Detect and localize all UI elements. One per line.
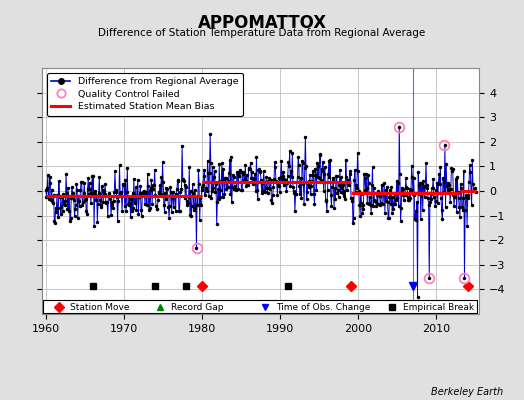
FancyBboxPatch shape [43,300,477,313]
Text: Empirical Break: Empirical Break [403,303,474,312]
Text: Difference of Station Temperature Data from Regional Average: Difference of Station Temperature Data f… [99,28,425,38]
Legend: Difference from Regional Average, Quality Control Failed, Estimated Station Mean: Difference from Regional Average, Qualit… [47,73,243,116]
Text: Time of Obs. Change: Time of Obs. Change [276,303,370,312]
Text: Berkeley Earth: Berkeley Earth [431,387,503,397]
Text: APPOMATTOX: APPOMATTOX [198,14,326,32]
Text: Record Gap: Record Gap [171,303,224,312]
Text: Station Move: Station Move [70,303,130,312]
